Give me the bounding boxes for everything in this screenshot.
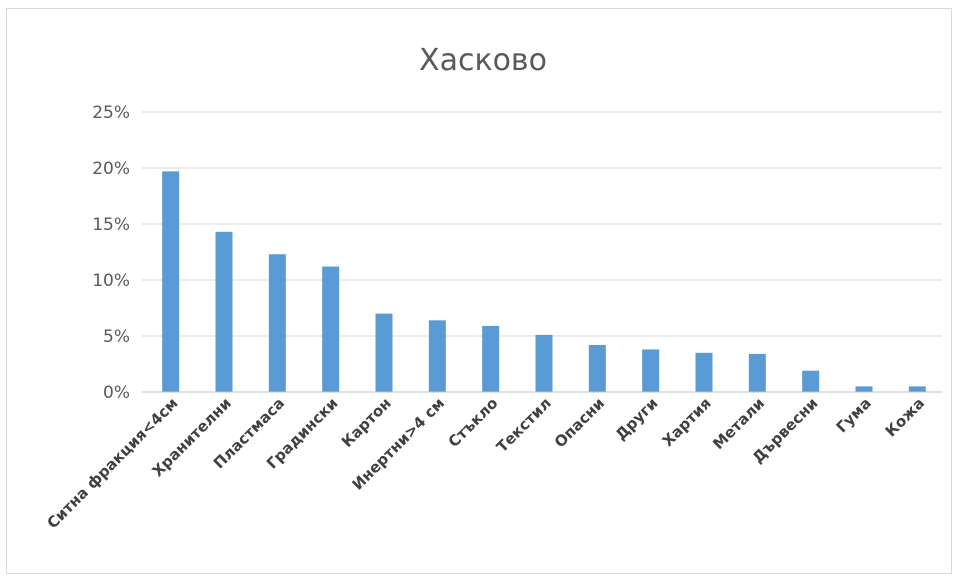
x-tick-label: Гума [833,394,875,436]
bar [162,171,180,392]
y-tick-label: 0% [103,383,130,403]
bar [428,320,446,392]
bar [322,266,340,392]
x-tick-label: Инертни>4 см [349,394,449,494]
bar [748,353,766,392]
x-tick-label: Опасни [551,394,608,451]
bar [482,325,500,392]
x-tick-label: Кожа [882,394,928,440]
gridlines [142,111,942,337]
bar [802,370,820,392]
y-tick-label: 25% [92,103,130,123]
bar [268,254,286,392]
bar [215,231,233,392]
bar [855,386,873,392]
bar [375,313,393,392]
x-tick-label: Други [612,394,662,444]
y-tick-label: 10% [92,271,130,291]
bar [695,352,713,392]
y-tick-label: 15% [92,215,130,235]
x-tick-label: Текстил [493,394,555,456]
bar [535,334,553,392]
chart-title: Хасково [419,43,547,78]
y-tick-label: 5% [103,327,130,347]
bar [588,344,606,392]
bars [162,171,926,392]
y-tick-label: 20% [92,159,130,179]
bar [908,386,926,392]
bar [642,349,660,392]
x-tick-label: Хартия [659,394,715,450]
x-axis-labels: Ситна фракция<4смХранителниПластмасаГрад… [43,394,928,532]
y-axis-ticks: 0% 5% 10% 15% 20% 25% [92,103,130,403]
